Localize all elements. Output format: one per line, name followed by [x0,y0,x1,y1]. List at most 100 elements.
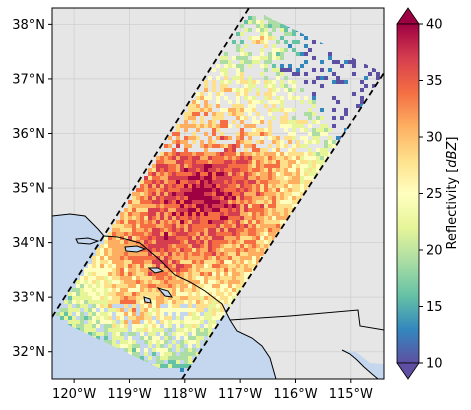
reflectivity-cell [180,160,184,164]
reflectivity-cell [88,280,92,284]
reflectivity-cell [152,244,156,248]
reflectivity-cell [272,28,276,32]
reflectivity-cell [76,312,80,316]
reflectivity-cell [252,120,256,124]
reflectivity-cell [88,272,92,276]
reflectivity-cell [292,116,296,120]
reflectivity-cell [128,240,132,244]
reflectivity-cell [152,352,156,356]
reflectivity-cell [256,240,260,244]
reflectivity-cell [220,300,224,304]
reflectivity-cell [272,188,276,192]
reflectivity-cell [272,192,276,196]
reflectivity-cell [256,168,260,172]
reflectivity-cell [288,140,292,144]
reflectivity-cell [188,112,192,116]
reflectivity-cell [128,216,132,220]
reflectivity-cell [160,332,164,336]
reflectivity-cell [208,252,212,256]
reflectivity-cell [160,244,164,248]
reflectivity-cell [212,224,216,228]
reflectivity-cell [280,208,284,212]
reflectivity-cell [244,20,248,24]
reflectivity-cell [152,228,156,232]
reflectivity-cell [128,348,132,352]
y-tick-label: 38°N [12,18,45,33]
reflectivity-cell [104,312,108,316]
reflectivity-cell [240,128,244,132]
reflectivity-cell [188,200,192,204]
reflectivity-cell [172,356,176,360]
reflectivity-cell [292,184,296,188]
reflectivity-cell [268,216,272,220]
reflectivity-cell [192,336,196,340]
reflectivity-cell [280,24,284,28]
reflectivity-cell [132,320,136,324]
reflectivity-cell [136,280,140,284]
reflectivity-cell [176,304,180,308]
reflectivity-cell [132,200,136,204]
reflectivity-cell [100,248,104,252]
reflectivity-cell [140,208,144,212]
reflectivity-cell [252,212,256,216]
reflectivity-cell [288,80,292,84]
reflectivity-cell [316,160,320,164]
reflectivity-cell [224,244,228,248]
reflectivity-cell [136,352,140,356]
reflectivity-cell [200,328,204,332]
reflectivity-cell [164,364,168,368]
reflectivity-cell [220,136,224,140]
reflectivity-cell [168,172,172,176]
reflectivity-cell [196,300,200,304]
reflectivity-cell [136,256,140,260]
reflectivity-cell [160,280,164,284]
reflectivity-cell [136,192,140,196]
reflectivity-cell [188,324,192,328]
reflectivity-cell [196,260,200,264]
reflectivity-cell [220,188,224,192]
reflectivity-cell [224,204,228,208]
reflectivity-cell [264,64,268,68]
reflectivity-cell [260,212,264,216]
reflectivity-cell [240,228,244,232]
reflectivity-cell [232,192,236,196]
reflectivity-cell [276,144,280,148]
reflectivity-cell [208,244,212,248]
reflectivity-cell [112,268,116,272]
reflectivity-cell [116,316,120,320]
reflectivity-cell [204,160,208,164]
reflectivity-cell [236,212,240,216]
reflectivity-cell [232,212,236,216]
y-tick-label: 32°N [12,345,45,360]
reflectivity-cell [156,296,160,300]
reflectivity-cell [132,240,136,244]
reflectivity-cell [212,288,216,292]
reflectivity-cell [232,280,236,284]
reflectivity-cell [232,224,236,228]
reflectivity-cell [196,136,200,140]
reflectivity-cell [232,228,236,232]
reflectivity-cell [196,252,200,256]
reflectivity-cell [236,124,240,128]
reflectivity-cell [184,176,188,180]
reflectivity-cell [292,144,296,148]
reflectivity-cell [248,124,252,128]
reflectivity-cell [236,160,240,164]
reflectivity-cell [188,260,192,264]
reflectivity-cell [264,208,268,212]
reflectivity-cell [212,228,216,232]
reflectivity-cell [276,204,280,208]
reflectivity-cell [140,328,144,332]
reflectivity-cell [100,292,104,296]
reflectivity-cell [188,344,192,348]
reflectivity-cell [304,188,308,192]
reflectivity-cell [216,128,220,132]
reflectivity-cell [124,236,128,240]
reflectivity-cell [164,296,168,300]
reflectivity-cell [216,212,220,216]
reflectivity-cell [164,236,168,240]
reflectivity-cell [176,348,180,352]
reflectivity-cell [80,300,84,304]
x-tick-label: 119°W [107,387,151,402]
reflectivity-cell [232,284,236,288]
